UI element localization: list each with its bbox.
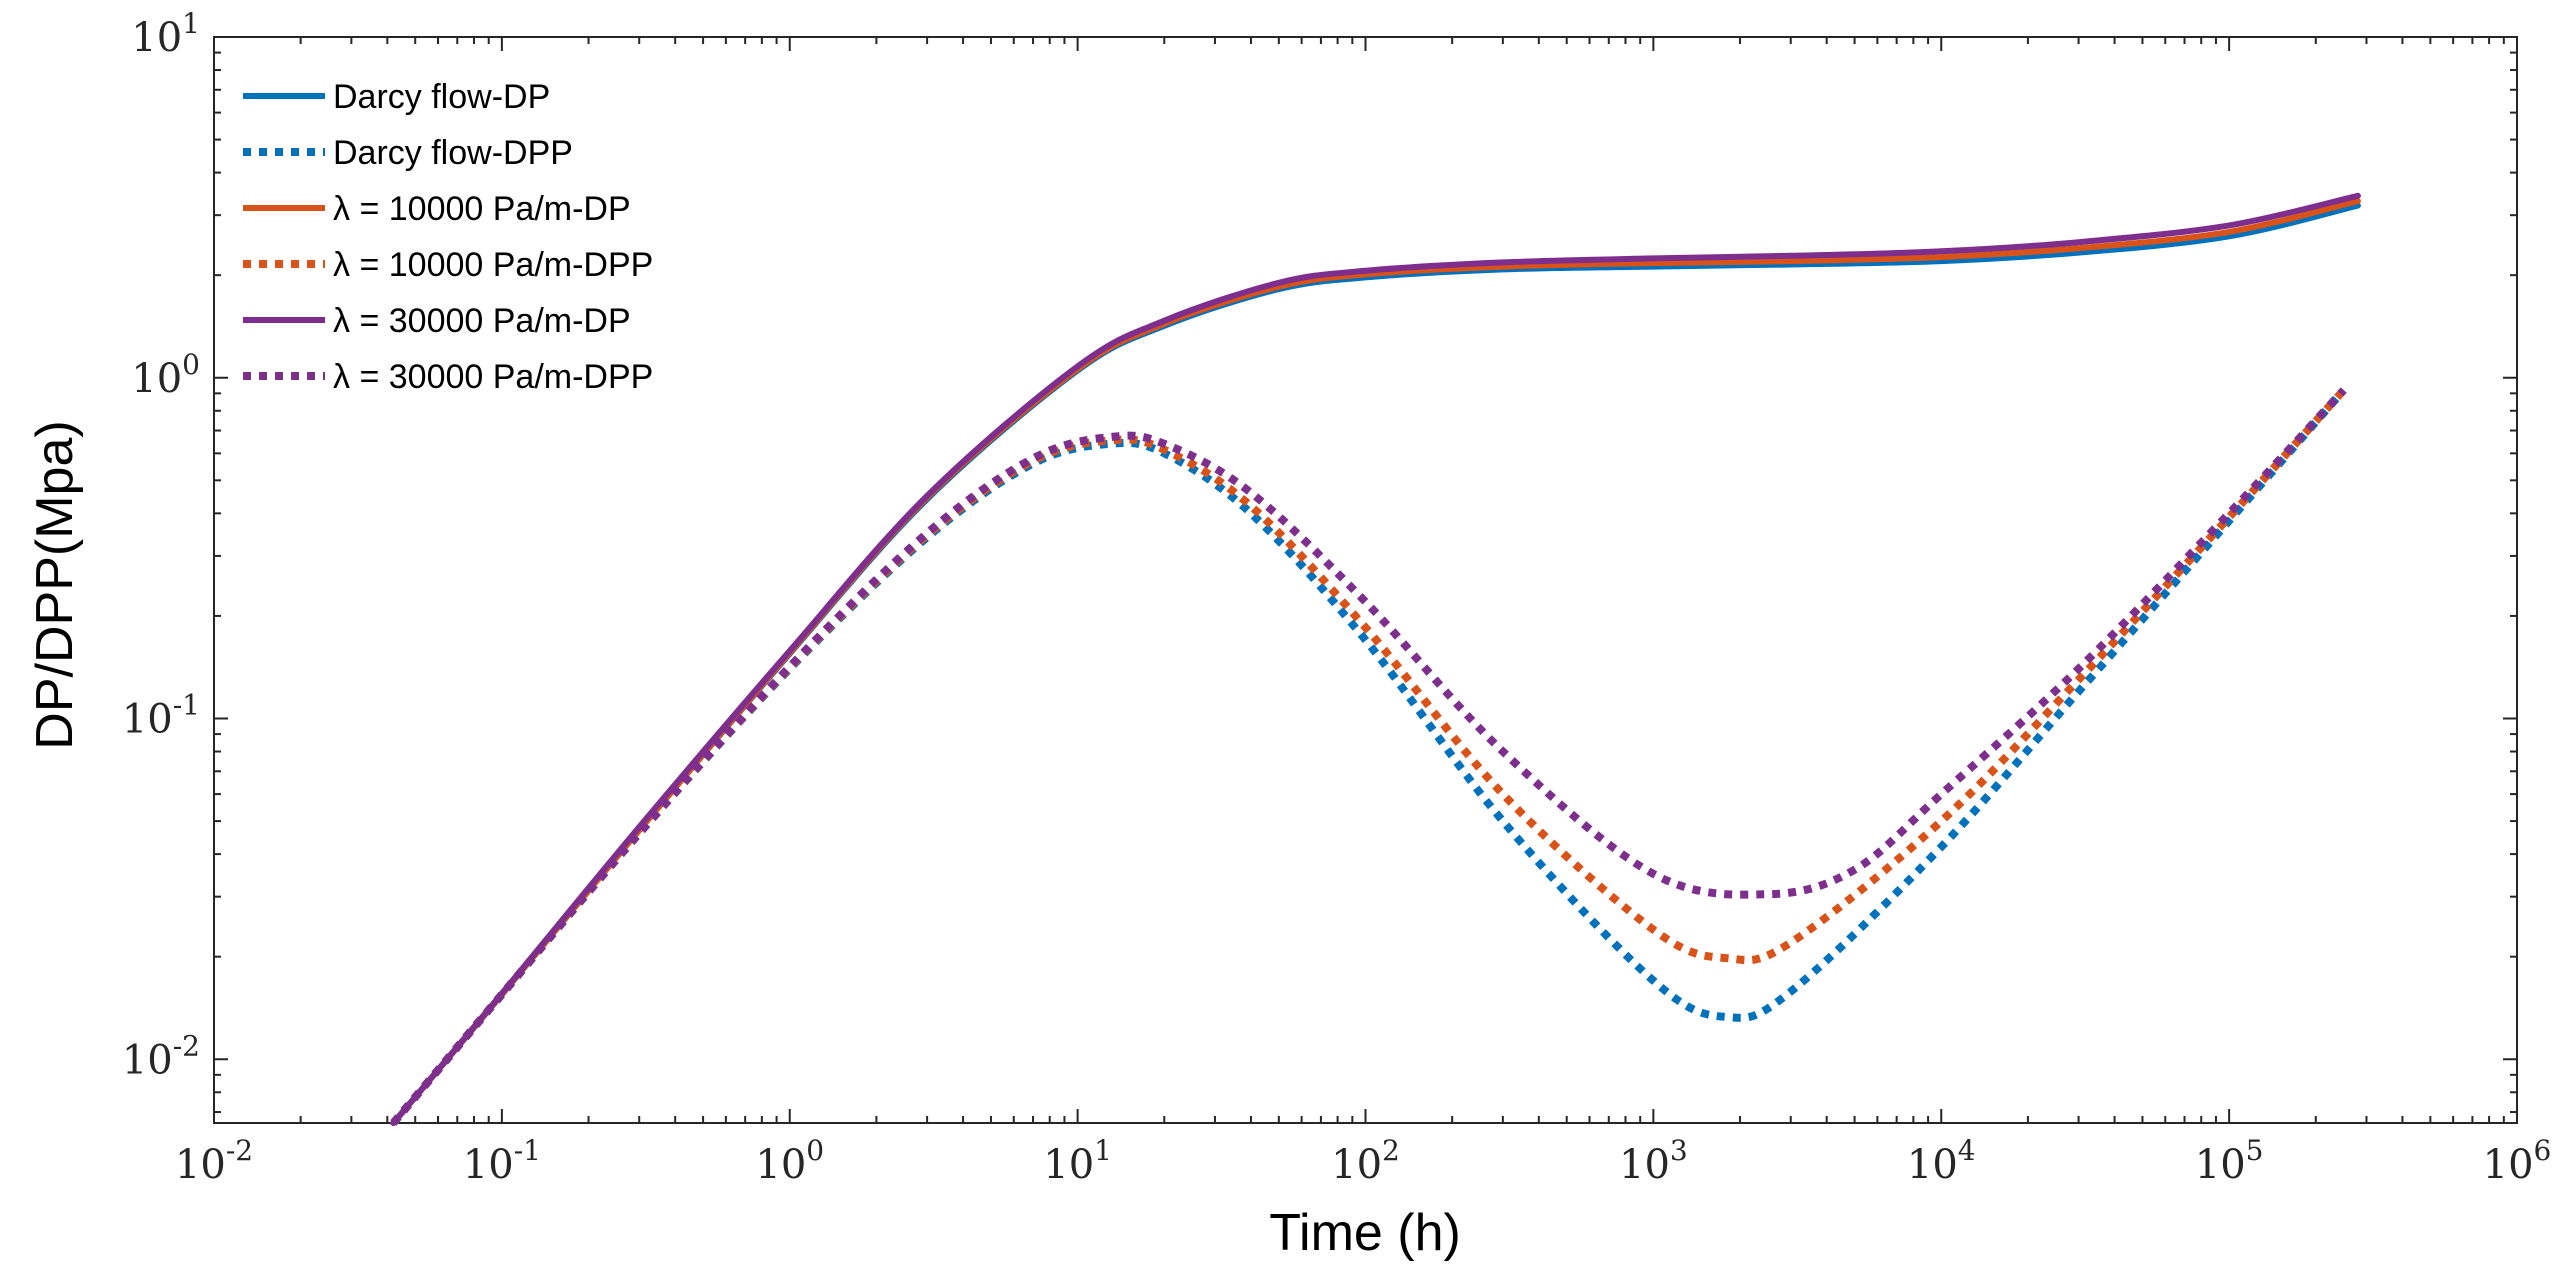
legend: Darcy flow-DP Darcy flow-DPP λ = 10000 Pa/… <box>243 78 653 396</box>
y-tick-label: 10-1 <box>122 689 200 743</box>
legend-label-1: Darcy flow-DP <box>333 78 550 116</box>
x-tick-labels: 10-2 10-1 100 101 102 103 104 105 106 <box>175 1134 2551 1188</box>
x-tick-label: 10-2 <box>175 1134 253 1188</box>
y-tick-label: 100 <box>131 348 200 402</box>
series-line-6 <box>390 387 2347 1126</box>
x-tick-label: 105 <box>2195 1134 2264 1188</box>
x-tick-label: 10-1 <box>463 1134 541 1188</box>
legend-label-2: Darcy flow-DPP <box>333 134 573 172</box>
legend-label-6: λ = 30000 Pa/m-DPP <box>333 358 653 396</box>
plot-area <box>213 36 2518 1124</box>
x-axis-title: Time (h) <box>1269 1204 1461 1262</box>
x-tick-label: 104 <box>1907 1134 1976 1188</box>
y-axis-title: DP/DPP(Mpa) <box>26 420 84 749</box>
x-tick-label: 101 <box>1043 1134 1112 1188</box>
series-group <box>390 192 2361 1126</box>
series-line-5 <box>390 192 2361 1126</box>
legend-label-3: λ = 10000 Pa/m-DP <box>333 190 631 228</box>
x-tick-label: 106 <box>2483 1134 2552 1188</box>
x-tick-label: 102 <box>1331 1134 1400 1188</box>
y-tick-labels: 10-2 10-1 100 101 <box>122 7 200 1083</box>
legend-label-4: λ = 10000 Pa/m-DPP <box>333 246 653 284</box>
series-line-2 <box>390 387 2347 1126</box>
y-tick-label: 101 <box>131 7 200 61</box>
x-tick-label: 103 <box>1619 1134 1688 1188</box>
y-tick-label: 10-2 <box>122 1029 200 1083</box>
legend-label-5: λ = 30000 Pa/m-DP <box>333 302 631 340</box>
axis-ticks <box>213 37 2517 1123</box>
x-tick-label: 100 <box>755 1134 824 1188</box>
